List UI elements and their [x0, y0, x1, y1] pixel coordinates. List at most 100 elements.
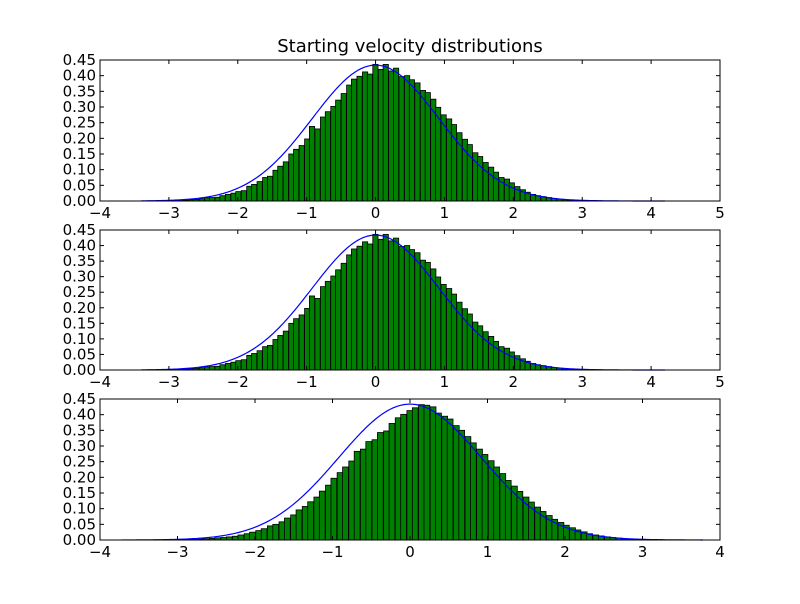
histogram-bar: [467, 314, 472, 370]
x-tick-label: 5: [715, 204, 725, 222]
histogram-bar: [315, 129, 320, 201]
histogram-bar: [299, 315, 304, 370]
x-tick-label: 3: [577, 373, 587, 391]
histogram-bar: [493, 341, 498, 370]
histogram-bar: [296, 510, 302, 540]
x-tick-label: 1: [440, 204, 450, 222]
y-tick-label: 0.15: [63, 484, 96, 502]
histogram-bar: [319, 491, 325, 540]
histogram-bar: [257, 351, 262, 370]
histogram-bar: [256, 531, 262, 540]
x-tick-label: −1: [321, 543, 343, 561]
histogram-bar: [273, 524, 279, 540]
y-tick-label: 0.40: [63, 237, 96, 255]
x-tick-label: −3: [158, 373, 180, 391]
histogram-bar: [415, 253, 420, 370]
histogram-bar: [393, 238, 398, 370]
histogram-bar: [493, 172, 498, 201]
y-tick-label: 0.05: [63, 345, 96, 363]
histogram-bar: [373, 64, 378, 201]
x-tick-label: −2: [227, 204, 249, 222]
x-tick-label: 1: [440, 373, 450, 391]
x-tick-label: 5: [715, 373, 725, 391]
histogram-bar: [220, 365, 225, 370]
histogram-bar: [236, 192, 241, 201]
y-tick-label: 0.40: [63, 406, 96, 424]
y-tick-label: 0.30: [63, 437, 96, 455]
histogram-bar: [442, 416, 448, 540]
x-tick-label: −3: [166, 543, 188, 561]
y-tick-label: 0.05: [63, 515, 96, 533]
y-tick-label: 0.00: [63, 531, 96, 549]
histogram-bar: [336, 270, 341, 370]
histogram-bar: [308, 502, 314, 540]
histogram-bar: [279, 522, 285, 540]
histogram-bar: [241, 191, 246, 201]
histogram-bar: [244, 534, 250, 540]
y-tick-label: 0.20: [63, 299, 96, 317]
histogram-bar: [238, 535, 244, 540]
histogram-bar: [465, 437, 471, 540]
histogram-bar: [367, 74, 372, 201]
histogram-bar: [470, 443, 476, 540]
histogram-bar: [383, 64, 388, 201]
y-tick-label: 0.40: [63, 67, 96, 85]
histogram-bar: [349, 461, 355, 540]
histogram-bar: [409, 80, 414, 201]
x-tick-label: −1: [296, 204, 318, 222]
histogram-bar: [459, 430, 465, 540]
histogram-bar: [252, 184, 257, 201]
y-tick-label: 0.25: [63, 114, 96, 132]
x-tick-label: 1: [483, 543, 493, 561]
x-tick-label: 3: [638, 543, 648, 561]
histogram-bar: [257, 182, 262, 201]
histogram-bar: [252, 354, 257, 370]
histogram-bar: [477, 449, 483, 540]
histogram-bar: [210, 367, 215, 370]
histogram-bar: [373, 234, 378, 370]
histogram-bar: [220, 196, 225, 201]
histogram-bar: [267, 345, 272, 370]
y-tick-label: 0.10: [63, 161, 96, 179]
histogram-bar: [284, 518, 290, 540]
histogram-bar: [351, 79, 356, 201]
histogram-bar: [467, 145, 472, 201]
histogram-bar: [367, 244, 372, 370]
histogram-bar: [372, 440, 378, 540]
histogram-bar: [278, 335, 283, 370]
x-tick-label: −3: [158, 204, 180, 222]
y-tick-label: 0.30: [63, 268, 96, 286]
y-tick-label: 0.35: [63, 82, 96, 100]
histogram-bar: [354, 451, 360, 540]
y-tick-label: 0.35: [63, 252, 96, 270]
histogram-bar: [331, 478, 337, 540]
x-tick-label: 4: [646, 373, 656, 391]
histogram-bar: [326, 485, 332, 540]
histogram-bar: [283, 331, 288, 370]
histogram-bar: [415, 83, 420, 201]
histogram-bar: [424, 405, 430, 540]
histogram-bar: [325, 281, 330, 370]
histogram-bar: [482, 454, 488, 540]
histogram-bar: [430, 407, 436, 540]
histogram-bar: [383, 234, 388, 370]
y-tick-label: 0.25: [63, 283, 96, 301]
histogram-bar: [395, 418, 401, 540]
histogram-bar: [210, 198, 215, 201]
y-tick-label: 0.35: [63, 421, 96, 439]
histogram-bar: [267, 176, 272, 201]
y-tick-label: 0.00: [63, 361, 96, 379]
x-tick-label: 0: [405, 543, 415, 561]
histogram-bar: [236, 361, 241, 370]
histogram-bar: [294, 319, 299, 370]
histogram-bar: [425, 262, 430, 370]
y-tick-label: 0.05: [63, 176, 96, 194]
histogram-bar: [357, 246, 362, 370]
histogram-bar: [389, 423, 395, 540]
y-tick-label: 0.10: [63, 330, 96, 348]
x-tick-label: 2: [509, 204, 519, 222]
histogram-bar: [225, 194, 230, 201]
x-tick-label: 3: [577, 204, 587, 222]
histogram-bar: [294, 149, 299, 201]
